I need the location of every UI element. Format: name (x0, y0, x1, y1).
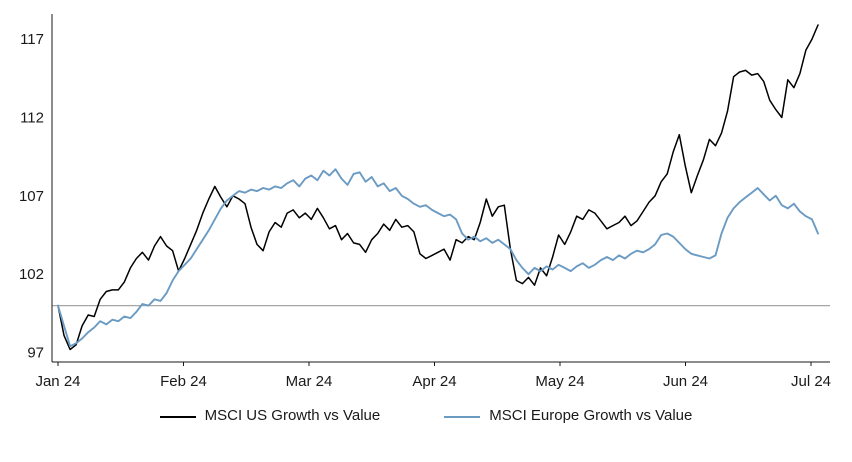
legend-item-europe: MSCI Europe Growth vs Value (444, 408, 692, 425)
y-axis-label: 112 (20, 110, 44, 127)
x-axis-label: Mar 24 (286, 373, 333, 390)
chart-legend: MSCI US Growth vs Value MSCI Europe Grow… (0, 408, 852, 425)
x-axis-label: May 24 (535, 373, 584, 390)
us-line-swatch-icon (159, 415, 196, 418)
europe-line-swatch-icon (444, 415, 481, 418)
legend-label-europe: MSCI Europe Growth vs Value (489, 407, 693, 424)
series-line-us (57, 24, 819, 351)
y-axis-label: 117 (20, 31, 44, 48)
y-axis-label: 107 (19, 188, 44, 205)
line-chart: 97 102 107 112 117 Jan 24 Feb 24 Mar 24 Apr 24 Ma… (19, 14, 831, 390)
x-axis-label: Apr 24 (412, 373, 456, 390)
x-axis-label: Jul 24 (791, 373, 831, 390)
series-line-europe (57, 168, 819, 348)
legend-label-us: MSCI US Growth vs Value (204, 407, 381, 424)
legend-item-us: MSCI US Growth vs Value (159, 407, 381, 425)
x-axis-label: Jan 24 (35, 373, 80, 390)
y-axis-label: 102 (19, 266, 44, 283)
x-axis-label: Jun 24 (663, 373, 708, 390)
y-axis-label: 97 (27, 345, 44, 362)
x-axis-label: Feb 24 (160, 373, 207, 390)
